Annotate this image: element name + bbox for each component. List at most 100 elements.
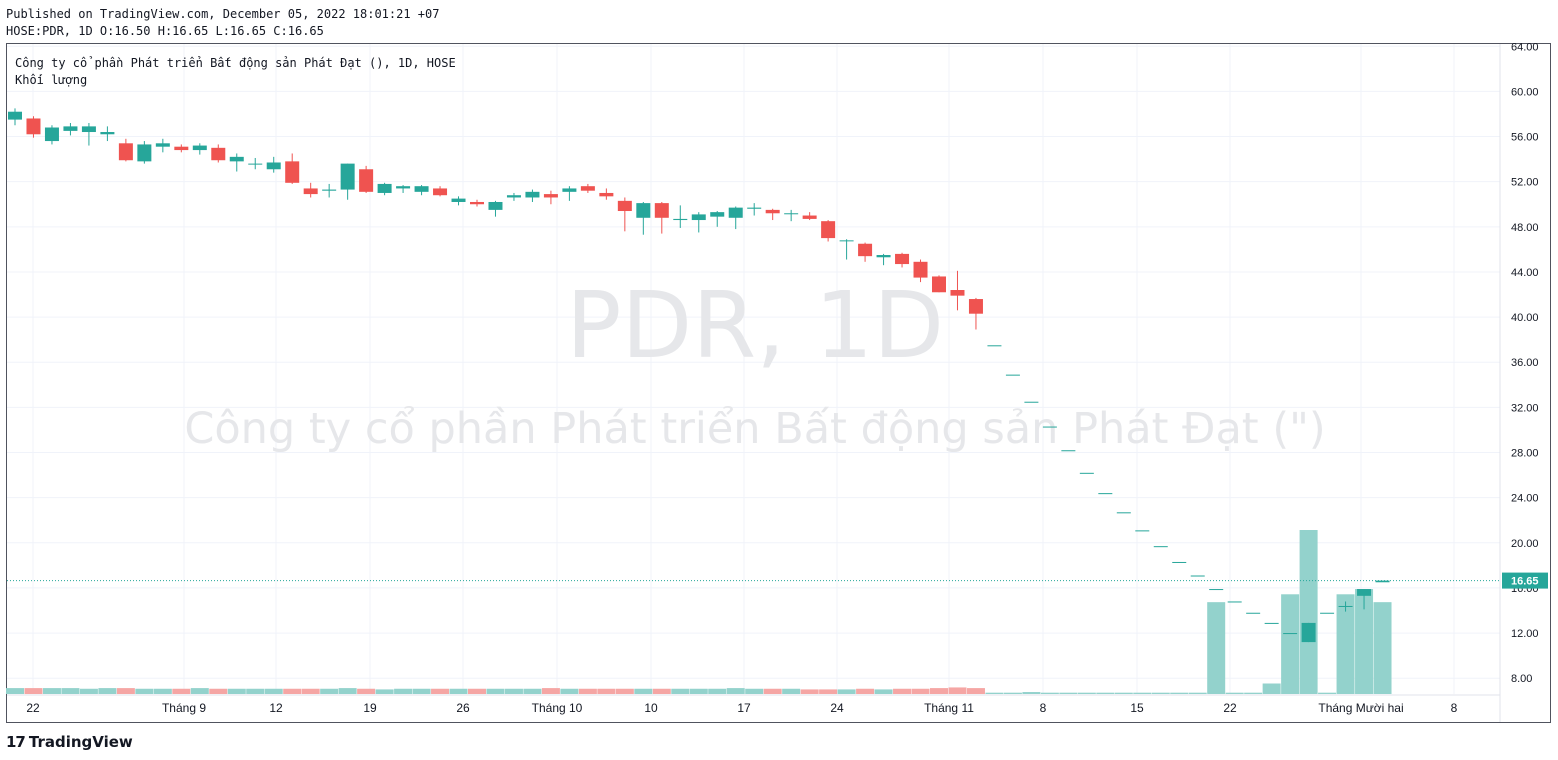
volume-bar — [338, 688, 357, 694]
candle-body — [1338, 605, 1353, 607]
time-tick-label: 19 — [363, 701, 377, 715]
volume-bar — [1059, 692, 1078, 694]
candle-body — [968, 299, 983, 314]
candle-body — [895, 253, 910, 265]
volume-bar — [320, 688, 339, 694]
volume-bar — [394, 688, 413, 694]
candle-body — [396, 186, 411, 189]
candle-body — [359, 169, 374, 192]
candle-body — [987, 345, 1002, 347]
volume-bar — [135, 688, 154, 694]
candle-body — [81, 126, 96, 133]
candle-body — [1283, 633, 1298, 635]
candle-body — [303, 188, 318, 195]
volume-bar — [856, 688, 875, 694]
candle-body — [1190, 575, 1205, 577]
volume-bar — [745, 688, 764, 694]
tradingview-logo-icon: 17 — [6, 733, 26, 751]
price-tick-label: 44.00 — [1511, 267, 1539, 279]
volume-bar — [966, 688, 985, 694]
candle-body — [1246, 612, 1261, 614]
volume-bar — [1003, 692, 1022, 694]
volume-bar — [431, 688, 450, 694]
tradingview-logo[interactable]: 17 TradingView — [6, 733, 133, 751]
volume-bar — [671, 688, 690, 694]
candle-body — [118, 143, 133, 161]
volume-bar — [375, 689, 394, 694]
volume-bar — [190, 688, 209, 694]
volume-bar — [1151, 692, 1170, 694]
volume-bar — [1244, 692, 1263, 694]
volume-bar — [1373, 602, 1392, 694]
time-tick-label: Tháng Mười hai — [1318, 701, 1403, 715]
candle-body — [691, 214, 706, 221]
volume-bar — [98, 688, 117, 694]
candle-body — [1301, 622, 1316, 643]
candle-body — [63, 126, 78, 131]
volume-bar — [541, 688, 560, 694]
candle-body — [433, 188, 448, 196]
volume-bar — [1207, 602, 1226, 694]
volume-bar — [523, 688, 542, 694]
volume-bar — [819, 689, 838, 694]
time-tick-label: Tháng 11 — [924, 701, 974, 715]
time-tick-label: Tháng 9 — [162, 701, 206, 715]
candle-body — [1024, 401, 1039, 403]
candle-body — [506, 195, 521, 198]
candle-body — [137, 144, 152, 162]
watermark-company: Công ty cổ phần Phát triển Bất động sản … — [184, 404, 1325, 454]
time-tick-label: 12 — [269, 701, 283, 715]
candle-body — [950, 290, 965, 296]
last-price-badge — [1502, 572, 1548, 589]
volume-bar — [1114, 692, 1133, 694]
volume-bar — [1040, 692, 1059, 694]
legend-volume-label: Khối lượng — [15, 73, 88, 87]
volume-bar — [1133, 692, 1152, 694]
candle-body — [248, 163, 263, 165]
chart-frame[interactable] — [6, 43, 1551, 723]
time-tick-label: Tháng 10 — [532, 701, 583, 715]
volume-bar — [24, 688, 43, 694]
volume-bar — [1355, 589, 1374, 694]
volume-bar — [911, 688, 930, 694]
candle-body — [1005, 374, 1020, 376]
volume-bar — [1318, 692, 1337, 694]
volume-bar — [930, 688, 948, 694]
volume-bar — [116, 688, 135, 694]
volume-bar — [42, 688, 61, 694]
volume-bar — [6, 688, 24, 694]
candle-body — [229, 156, 244, 162]
volume-bar — [874, 689, 893, 694]
volume-bar — [486, 688, 505, 694]
price-tick-label: 8.00 — [1511, 673, 1532, 685]
volume-bar — [61, 688, 80, 694]
candle-body — [377, 183, 392, 193]
price-tick-label: 32.00 — [1511, 402, 1539, 414]
candle-body — [1061, 450, 1076, 452]
candle-body — [488, 201, 503, 210]
volume-bar — [468, 688, 486, 694]
published-caption: Published on TradingView.com, December 0… — [6, 7, 440, 21]
time-tick-label: 17 — [737, 701, 751, 715]
candle-body — [1172, 561, 1187, 563]
volume-bar — [1225, 692, 1244, 694]
candle-body — [285, 161, 300, 183]
price-tick-label: 48.00 — [1511, 222, 1539, 234]
volume-bar — [227, 688, 246, 694]
candle-body — [747, 207, 762, 209]
volume-bar — [1170, 692, 1189, 694]
candle-body — [599, 192, 614, 197]
volume-bar — [948, 687, 967, 694]
price-tick-label: 56.00 — [1511, 132, 1539, 144]
volume-bar — [504, 688, 523, 694]
ohlc-caption: HOSE:PDR, 1D O:16.50 H:16.65 L:16.65 C:1… — [6, 24, 324, 38]
candle-body — [414, 186, 429, 192]
candle-body — [784, 213, 799, 215]
volume-bar — [578, 688, 597, 694]
volume-bar — [634, 688, 653, 694]
candle-body — [26, 118, 41, 135]
volume-bar — [782, 688, 801, 694]
watermark-symbol: PDR, 1D — [566, 272, 944, 379]
candle-body — [1098, 493, 1113, 495]
